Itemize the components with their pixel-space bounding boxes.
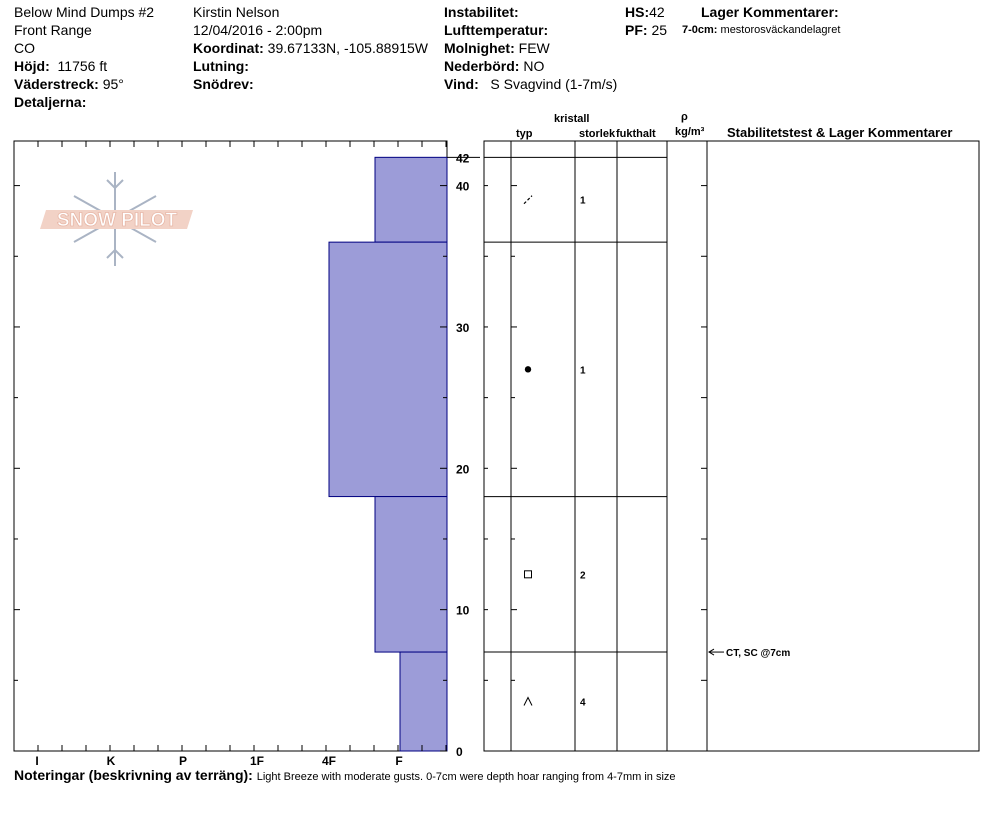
density-unit-header: kg/m³	[675, 126, 705, 138]
layer-table: 1 1 2 4 CT, SC @7cm	[483, 140, 980, 752]
instability-label: Instabilitet:	[444, 4, 519, 20]
details-label: Detaljerna:	[14, 94, 87, 110]
depth-tick-label: 30	[456, 321, 470, 335]
hardness-label-f: F	[395, 754, 402, 768]
hs-top-label: 42	[456, 151, 470, 165]
observation-datetime: 12/04/2016 - 2:00pm	[193, 22, 323, 38]
layer-comment-text: mestorosväckandelagret	[720, 24, 841, 36]
typ-header: typ	[516, 128, 533, 140]
crystal-size-label: 1	[580, 196, 586, 207]
depth-hoar-caret	[523, 696, 533, 706]
faceted-square	[524, 570, 532, 579]
coordinate-value: 39.67133N, -105.88915W	[267, 40, 428, 56]
coordinate-row: Koordinat: 39.67133N, -105.88915W	[193, 40, 428, 56]
layer-bar-2	[374, 496, 448, 653]
fukthalt-header: fukthalt	[616, 128, 656, 140]
crystal-faceted-icon	[524, 570, 532, 579]
elevation-row: Höjd: 11756 ft	[14, 58, 107, 74]
hardness-label-4f: 4F	[322, 754, 336, 768]
layer-bar-1	[328, 241, 448, 498]
hardness-label-p: P	[179, 754, 187, 768]
layer-comment-row: 7-0cm: mestorosväckandelagret	[682, 24, 840, 37]
storlek-header: storlek	[579, 128, 616, 140]
aspect-value: 95°	[102, 76, 124, 92]
precip-value: NO	[523, 58, 545, 74]
coordinate-label: Koordinat:	[193, 40, 264, 56]
table-border	[483, 140, 980, 752]
crystal-depth-hoar-icon	[523, 696, 533, 706]
depth-axis: 0 10 20 30 40 42	[14, 151, 480, 759]
snowpilot-logo: SNOW PILOT	[40, 172, 193, 266]
crystal-size-label: 2	[580, 570, 586, 581]
crystal-rounded-icon	[524, 366, 532, 373]
cloud-value: FEW	[518, 40, 550, 56]
pf-row: PF: 25	[625, 22, 667, 38]
hardness-label-k: K	[107, 754, 116, 768]
pf-value: 25	[651, 22, 668, 38]
hs-label: HS:	[625, 4, 650, 20]
wind-row: Vind: S Svagvind (1-7m/s)	[444, 76, 617, 92]
depth-tick-label: 40	[456, 180, 470, 194]
notes-text: Light Breeze with moderate gusts. 0-7cm …	[256, 771, 676, 783]
depth-tick-label: 20	[456, 462, 470, 476]
site-name: Below Mind Dumps #2	[14, 4, 155, 20]
notes-row: Noteringar (beskrivning av terräng): Lig…	[14, 767, 676, 785]
hardness-label-i: I	[35, 754, 38, 768]
layer-bars	[328, 156, 448, 752]
layer-comments-title: Lager Kommentarer:	[701, 4, 839, 20]
aspect-row: Väderstreck: 95°	[14, 76, 124, 92]
slope-label: Lutning:	[193, 58, 249, 74]
crystal-size-label: 1	[580, 365, 586, 376]
precip-label: Nederbörd:	[444, 58, 520, 74]
crystal-decomposing-icon	[523, 195, 533, 205]
hs-value: 42	[649, 4, 665, 20]
decomposing-stroke	[523, 195, 533, 205]
rounded-dot	[524, 366, 532, 373]
state-name: CO	[14, 40, 35, 56]
layer-bar-0	[374, 156, 448, 243]
cloud-label: Molnighet:	[444, 40, 515, 56]
stability-test-label: CT, SC @7cm	[726, 648, 790, 659]
elevation-label: Höjd:	[14, 58, 50, 74]
layer-comment-range: 7-0cm:	[682, 24, 718, 36]
air-temp-label: Lufttemperatur:	[444, 22, 549, 38]
snowdrift-label: Snödrev:	[193, 76, 254, 92]
stability-arrow-head	[708, 648, 715, 656]
logo-banner	[40, 210, 193, 229]
pf-label: PF:	[625, 22, 648, 38]
logo-text: SNOW PILOT	[57, 210, 178, 231]
elevation-value: 11756 ft	[57, 58, 108, 74]
wind-label: Vind:	[444, 76, 479, 92]
cloud-row: Molnighet: FEW	[444, 40, 550, 56]
observer-name: Kirstin Nelson	[193, 4, 280, 20]
layer-bar-3	[399, 651, 448, 752]
depth-tick-label: 0	[456, 745, 463, 759]
crystal-size-label: 4	[580, 698, 586, 709]
wind-value: S Svagvind (1-7m/s)	[490, 76, 618, 92]
hs-row: HS:42	[625, 4, 665, 20]
rho-header: ρ	[681, 111, 688, 123]
aspect-label: Väderstreck:	[14, 76, 99, 92]
stability-header: Stabilitetstest & Lager Kommentarer	[727, 125, 953, 140]
hardness-label-1f: 1F	[250, 754, 264, 768]
precip-row: Nederbörd: NO	[444, 58, 544, 74]
kristall-header: kristall	[554, 113, 590, 125]
notes-label: Noteringar (beskrivning av terräng):	[14, 767, 253, 783]
depth-tick-label: 10	[456, 604, 470, 618]
range-name: Front Range	[14, 22, 92, 38]
hardness-axis: I K P 1F 4F F	[35, 141, 447, 768]
